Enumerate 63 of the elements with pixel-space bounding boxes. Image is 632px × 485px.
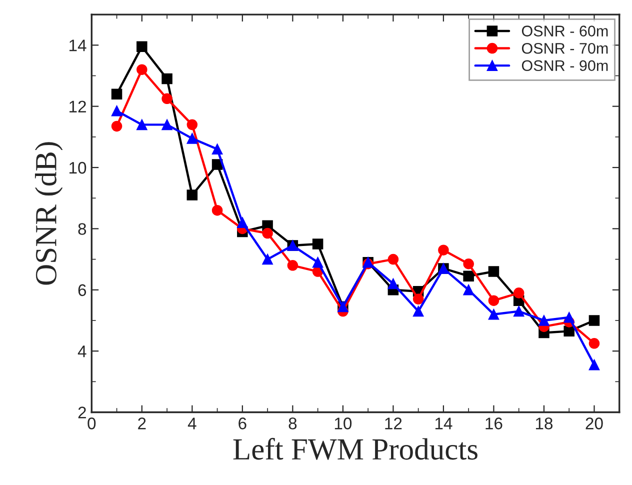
point <box>564 326 574 337</box>
point <box>564 312 574 323</box>
y-axis-title: OSNR (dB) <box>34 142 63 285</box>
point <box>463 270 474 282</box>
point <box>136 41 148 52</box>
y-tick-label: 4 <box>78 346 86 358</box>
point <box>186 119 198 130</box>
point <box>212 144 223 155</box>
point <box>388 278 399 290</box>
x-tick-label: 6 <box>238 418 246 430</box>
point <box>412 294 424 304</box>
y-tick-label: 8 <box>78 223 86 235</box>
x-tick-label: 14 <box>435 418 452 430</box>
x-tick-label: 4 <box>188 418 196 430</box>
point <box>463 258 474 270</box>
point <box>588 359 600 370</box>
point <box>212 204 223 216</box>
point <box>588 338 600 349</box>
point <box>162 73 172 84</box>
x-tick-label: 20 <box>586 418 603 430</box>
y-tick-label: 10 <box>70 162 86 174</box>
point <box>136 64 148 75</box>
point <box>162 119 172 130</box>
point <box>162 93 172 104</box>
legend-label: OSNR - 70m <box>522 42 608 54</box>
legend-label: OSNR - 60m <box>522 26 608 36</box>
x-tick-label: 16 <box>486 418 502 430</box>
point <box>212 159 223 170</box>
point <box>111 88 122 100</box>
x-tick-label: 2 <box>138 418 146 430</box>
point <box>312 238 324 250</box>
point <box>136 119 148 130</box>
point <box>287 260 298 271</box>
x-tick-label: 0 <box>88 418 96 430</box>
point <box>513 288 524 298</box>
point <box>237 217 248 228</box>
point <box>186 133 198 144</box>
point <box>488 308 500 320</box>
x-tick-label: 12 <box>385 418 402 430</box>
point <box>412 306 424 317</box>
y-tick-label: 12 <box>70 100 86 112</box>
point <box>438 244 449 256</box>
x-tick-label: 18 <box>536 418 553 430</box>
x-tick-label: 10 <box>334 418 352 430</box>
point <box>111 106 122 116</box>
y-tick-label: 2 <box>78 406 86 418</box>
y-tick-label: 14 <box>70 40 86 52</box>
legend-label: OSNR - 90m <box>522 60 608 72</box>
point <box>488 295 500 306</box>
point <box>488 266 500 277</box>
x-tick-label: 8 <box>288 418 297 430</box>
point <box>262 254 273 265</box>
x-axis-title: Left FWM Products <box>233 438 478 460</box>
point <box>111 120 122 132</box>
point <box>388 254 399 265</box>
point <box>538 315 550 326</box>
point <box>463 284 474 296</box>
point <box>312 256 324 268</box>
point <box>588 315 600 326</box>
y-tick-label: 6 <box>78 284 86 296</box>
point <box>513 306 524 317</box>
point <box>262 228 273 239</box>
point <box>186 190 198 200</box>
